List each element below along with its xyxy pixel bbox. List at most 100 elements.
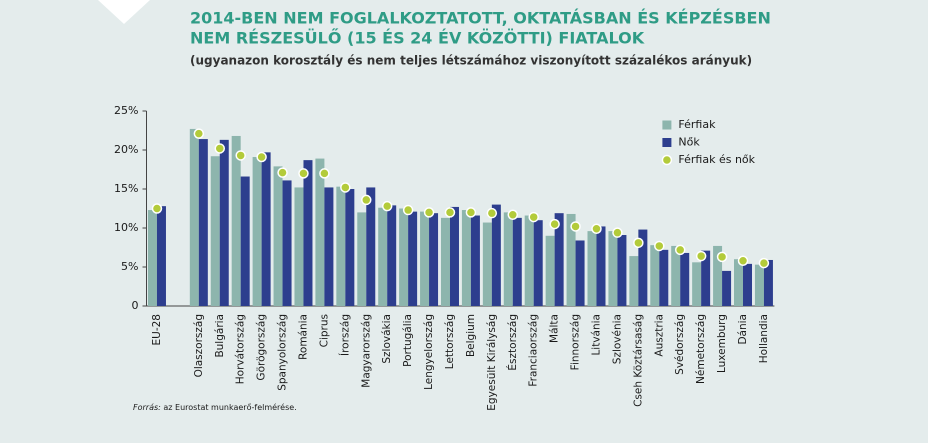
bar [608,231,618,306]
point [402,204,414,216]
x-tick-label: EU-28 [151,314,163,345]
legend-swatch [662,138,672,147]
legend-swatch [661,154,673,166]
bar [650,245,660,306]
bar [387,205,397,306]
bar [282,180,292,306]
bar [449,206,459,306]
chart-title: 2014-BEN NEM FOGLALKOZTATOTT, OKTATÁSBAN… [190,9,771,28]
bar [461,210,471,306]
x-tick-label: Cseh Köztársaság [632,314,644,407]
legend-label: Férfiak [678,118,716,131]
x-tick-label: Egyesült Királyság [486,314,498,411]
point [716,251,728,263]
source-label: Forrás: [133,403,161,412]
bar [713,245,723,306]
point [256,151,267,163]
point [277,167,288,178]
point [235,150,246,161]
bar [680,252,690,306]
x-tick-label: Magyarország [360,314,372,388]
bar [701,250,711,306]
point [758,257,770,269]
y-tick-label: 25% [114,104,138,117]
bar [545,235,555,306]
bar [566,213,576,306]
bar [366,187,376,306]
x-tick-label: Svédország [674,314,686,375]
bar [198,139,208,306]
x-tick-label: Németország [695,314,707,384]
bar [659,249,669,306]
x-tick-label: Szlovénia [611,314,623,364]
bar [303,160,313,306]
bar [671,245,681,306]
legend-label: Férfiak és nők [678,153,755,166]
bar [754,264,764,306]
bar [743,263,753,306]
point [298,168,309,179]
x-tick-label: Észtország [506,314,519,371]
bar [231,135,241,306]
x-tick-label: Litvánia [590,314,602,356]
chart-subtitle: (ugyanazon korosztály és nem teljes léts… [190,54,752,68]
bar [734,259,744,306]
bar [147,210,157,306]
x-tick-label: Olaszország [193,314,205,377]
x-tick-label: Dánia [737,314,749,345]
bar [420,211,430,306]
x-tick-label: Görögország [256,314,268,381]
bar [189,128,199,306]
bar [638,229,648,306]
bar [491,204,501,306]
point [381,200,393,212]
point [695,250,707,262]
x-tick-label: Lettország [444,314,456,369]
bar [210,156,220,306]
point [361,194,372,206]
point [465,207,477,218]
bar [156,206,166,306]
bar [294,187,304,306]
point [486,207,498,219]
point [214,143,226,154]
point [612,227,623,238]
x-tick-label: Finnország [570,314,582,370]
y-tick-label: 20% [114,143,138,156]
point [507,209,519,220]
bar [596,226,606,306]
bar [512,217,522,306]
legend-label: Nők [678,136,700,149]
x-tick-label: Belgium [465,314,477,357]
y-tick-label: 5% [121,260,138,273]
bar [554,213,564,306]
point [193,128,205,139]
bar [629,256,639,306]
bar [252,157,262,306]
x-tick-label: Bulgária [214,314,226,358]
bar [470,215,480,306]
bar [587,231,597,306]
point [737,255,749,267]
x-tick-label: Franciaország [528,314,540,387]
point [654,240,665,252]
bar [399,208,409,306]
bar [408,211,418,306]
bar [429,213,439,306]
legend-swatch [662,120,672,130]
point [423,207,435,218]
bar [617,235,627,306]
bar [273,166,283,306]
x-tick-label: Ausztria [653,314,665,357]
x-tick-label: Hollandia [758,314,770,363]
x-tick-label: Szlovákia [381,314,393,364]
x-tick-label: Románia [297,314,309,360]
point [444,207,456,218]
decoration [98,0,150,24]
x-tick-label: Horvátország [235,314,247,384]
point [674,244,686,256]
bar [575,240,585,306]
x-tick-label: Ciprus [318,314,330,347]
bar [324,187,334,306]
